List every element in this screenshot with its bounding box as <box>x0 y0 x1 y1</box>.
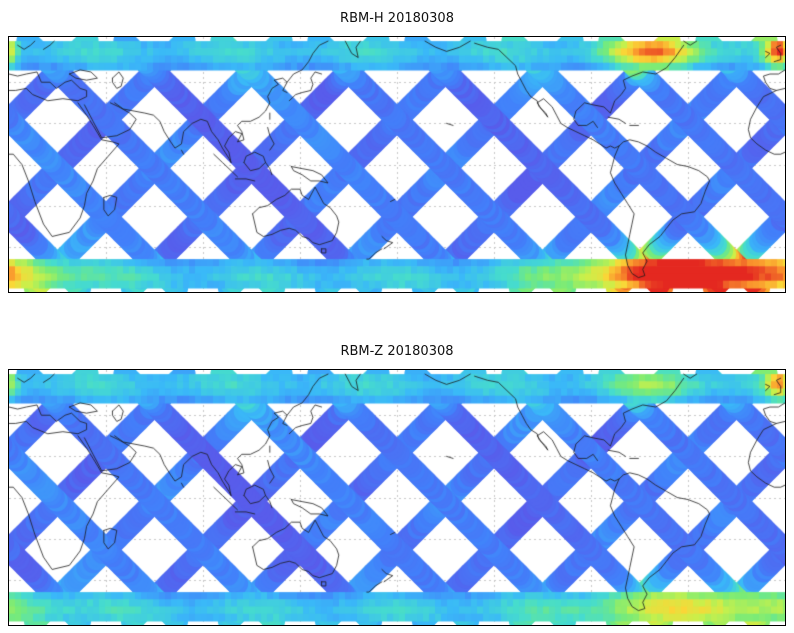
figure-rbm-z: RBM-Z 20180308 <box>8 341 786 626</box>
rbm-z-title: RBM-Z 20180308 <box>340 344 454 359</box>
figure-rbm-h: RBM-H 20180308 <box>8 8 786 293</box>
rbm-h-title: RBM-H 20180308 <box>340 11 454 26</box>
rbm-h-swath-map-canvas <box>8 36 786 293</box>
rbm-z-swath-map-canvas <box>8 369 786 626</box>
